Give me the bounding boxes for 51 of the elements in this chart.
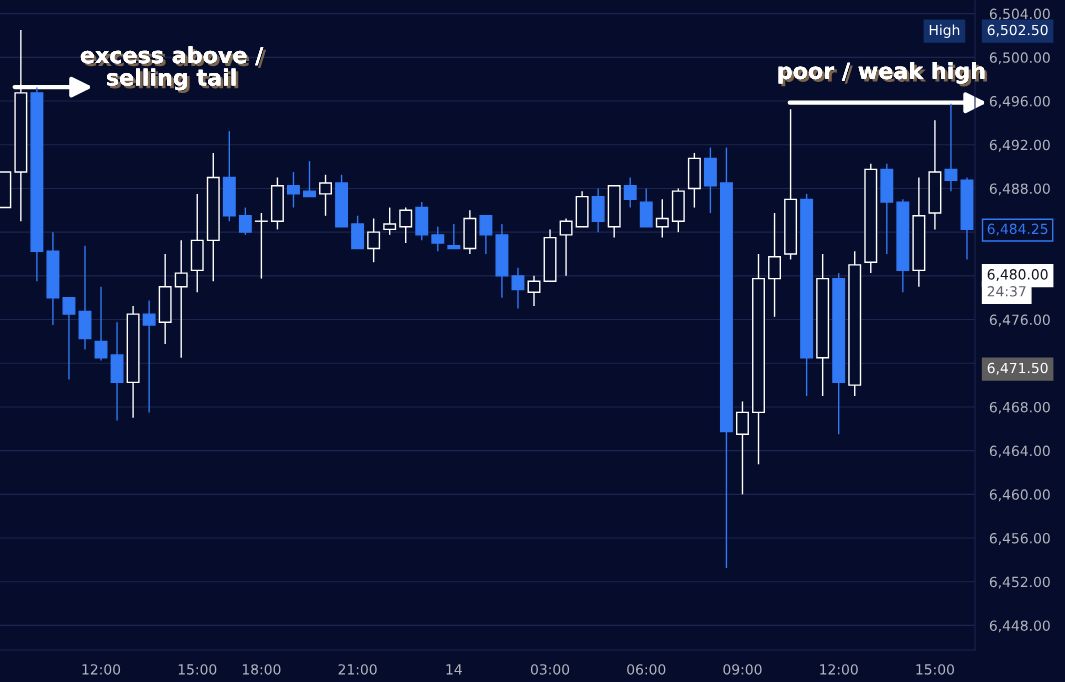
text: 6,471.50 xyxy=(987,362,1048,375)
candlestick xyxy=(768,212,782,318)
y-tick-label: 6,464.00 xyxy=(989,445,1050,458)
x-tick-label: 15:00 xyxy=(916,664,954,675)
text: 6,480.00 xyxy=(987,269,1048,282)
candlestick xyxy=(174,239,188,359)
x-tick-label: 06:00 xyxy=(627,664,666,675)
candlestick xyxy=(303,160,316,198)
candlestick xyxy=(319,174,333,217)
candlestick xyxy=(142,299,156,414)
candlestick xyxy=(527,275,541,307)
x-tick-label: 15:00 xyxy=(178,664,217,675)
candlestick xyxy=(238,206,252,236)
y-tick-label: 6,492.00 xyxy=(989,139,1050,152)
candlestick xyxy=(62,296,76,381)
candlestick xyxy=(623,176,637,209)
y-tick-label: 6,504.00 xyxy=(989,8,1050,21)
candlestick xyxy=(399,206,413,244)
y-tick-label: 6,488.00 xyxy=(989,183,1050,196)
candlestick xyxy=(286,171,300,209)
candlestick xyxy=(736,400,749,496)
text: 24:37 xyxy=(987,286,1026,297)
y-tick-label: 6,468.00 xyxy=(989,401,1050,414)
candlestick xyxy=(431,225,445,252)
y-tick-label: 6,476.00 xyxy=(989,314,1050,327)
candlestick xyxy=(559,217,573,277)
annotation: excess above / selling tail xyxy=(80,46,267,94)
y-tick-label: 6,460.00 xyxy=(989,489,1050,502)
y-tick-label: 6,456.00 xyxy=(989,532,1050,545)
candlestick xyxy=(944,103,958,192)
candlestick xyxy=(383,206,397,236)
x-tick-label: 12:00 xyxy=(82,664,121,675)
candlestick xyxy=(479,215,493,255)
x-tick-label: 14 xyxy=(446,664,462,675)
x-tick-label: 12:00 xyxy=(820,664,858,675)
x-tick-label: 21:00 xyxy=(338,664,377,675)
candlestick xyxy=(511,266,525,310)
x-tick-label: 09:00 xyxy=(723,664,762,675)
y-tick-label: 6,500.00 xyxy=(989,52,1050,65)
annotation: High xyxy=(929,24,960,38)
x-tick-label: 03:00 xyxy=(530,664,570,675)
y-tick-label: 6,496.00 xyxy=(989,96,1050,108)
text: 6,502.50 xyxy=(987,24,1048,37)
candlestick xyxy=(447,223,461,250)
y-tick-label: 6,448.00 xyxy=(989,620,1050,633)
y-tick-label: 6,452.00 xyxy=(989,576,1050,589)
candlestick xyxy=(367,217,381,263)
candlestick xyxy=(655,198,669,239)
text: 6,484.25 xyxy=(987,223,1048,236)
x-tick-label: 18:00 xyxy=(242,664,281,675)
annotation: poor / weak high xyxy=(778,61,988,87)
